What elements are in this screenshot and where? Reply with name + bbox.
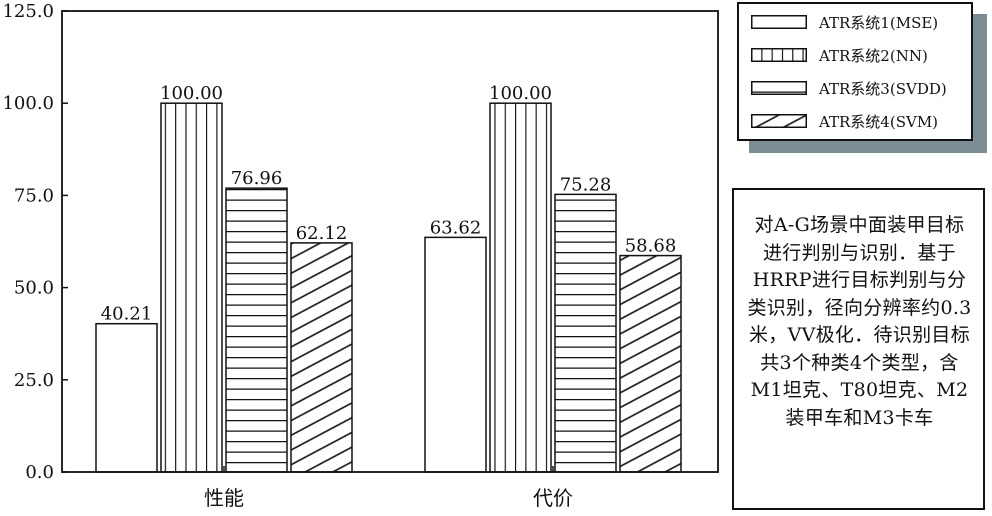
bar-chart: 40.21 63.62 100.00 100.00 76.96 75.28 62.12 58.… (2, 1, 719, 510)
legend-item-series-4: ATR系统4(SVM) (751, 108, 938, 134)
bar-value-label-1-1: 40.21 (101, 304, 153, 325)
legend-swatch-series-1 (751, 15, 807, 29)
x-category-label-0: 性能 (204, 486, 244, 510)
bar-value-label-1-2: 63.62 (430, 217, 482, 238)
bar-1-1 (95, 322, 158, 473)
bar-3-2 (554, 193, 617, 473)
y-tick-label-2: 50.0 (14, 278, 54, 299)
bar-2-1 (160, 102, 223, 473)
annotation-text: 对A-G场景中面装甲目标进行判别与识别．基于HRRP进行目标判别与分类识别，径向… (747, 214, 972, 429)
y-tick-label-4: 100.0 (2, 93, 54, 114)
bar-value-label-3-1: 76.96 (231, 168, 283, 189)
y-tick-label-5: 125.0 (2, 1, 54, 22)
legend-item-series-3: ATR系统3(SVDD) (751, 75, 947, 101)
legend-label-series-1: ATR系统1(MSE) (819, 13, 939, 32)
legend-swatch-series-4 (751, 114, 807, 128)
legend-label-series-4: ATR系统4(SVM) (819, 112, 939, 131)
legend-swatch-series-3 (751, 81, 807, 95)
y-tick-label-0: 0.0 (25, 462, 54, 483)
y-tick-label-1: 25.0 (14, 370, 54, 391)
bar-value-label-2-2: 100.00 (489, 83, 552, 104)
bar-value-label-4-1: 62.12 (296, 223, 348, 244)
bar-2-2 (489, 102, 552, 473)
bar-4-1 (290, 242, 353, 473)
bar-3-1 (225, 187, 288, 473)
bar-value-label-4-2: 58.68 (625, 236, 677, 257)
legend: ATR系统1(MSE) ATR系统2(NN) ATR系统3(SVDD) ATR系… (737, 2, 973, 141)
plot-frame (61, 10, 719, 473)
legend-swatch-series-2 (751, 48, 807, 62)
bar-value-label-3-2: 75.28 (560, 174, 612, 195)
legend-label-series-3: ATR系统3(SVDD) (819, 79, 947, 98)
legend-label-series-2: ATR系统2(NN) (819, 46, 928, 65)
x-category-label-1: 代价 (533, 486, 573, 510)
bar-value-label-2-1: 100.00 (160, 83, 223, 104)
legend-item-series-1: ATR系统1(MSE) (751, 9, 938, 35)
annotation-box: 对A-G场景中面装甲目标进行判别与识别．基于HRRP进行目标判别与分类识别，径向… (732, 188, 985, 510)
y-tick-label-3: 75.0 (14, 185, 54, 206)
bar-4-2 (619, 254, 682, 473)
bar-1-2 (424, 236, 487, 473)
legend-item-series-2: ATR系统2(NN) (751, 42, 928, 68)
